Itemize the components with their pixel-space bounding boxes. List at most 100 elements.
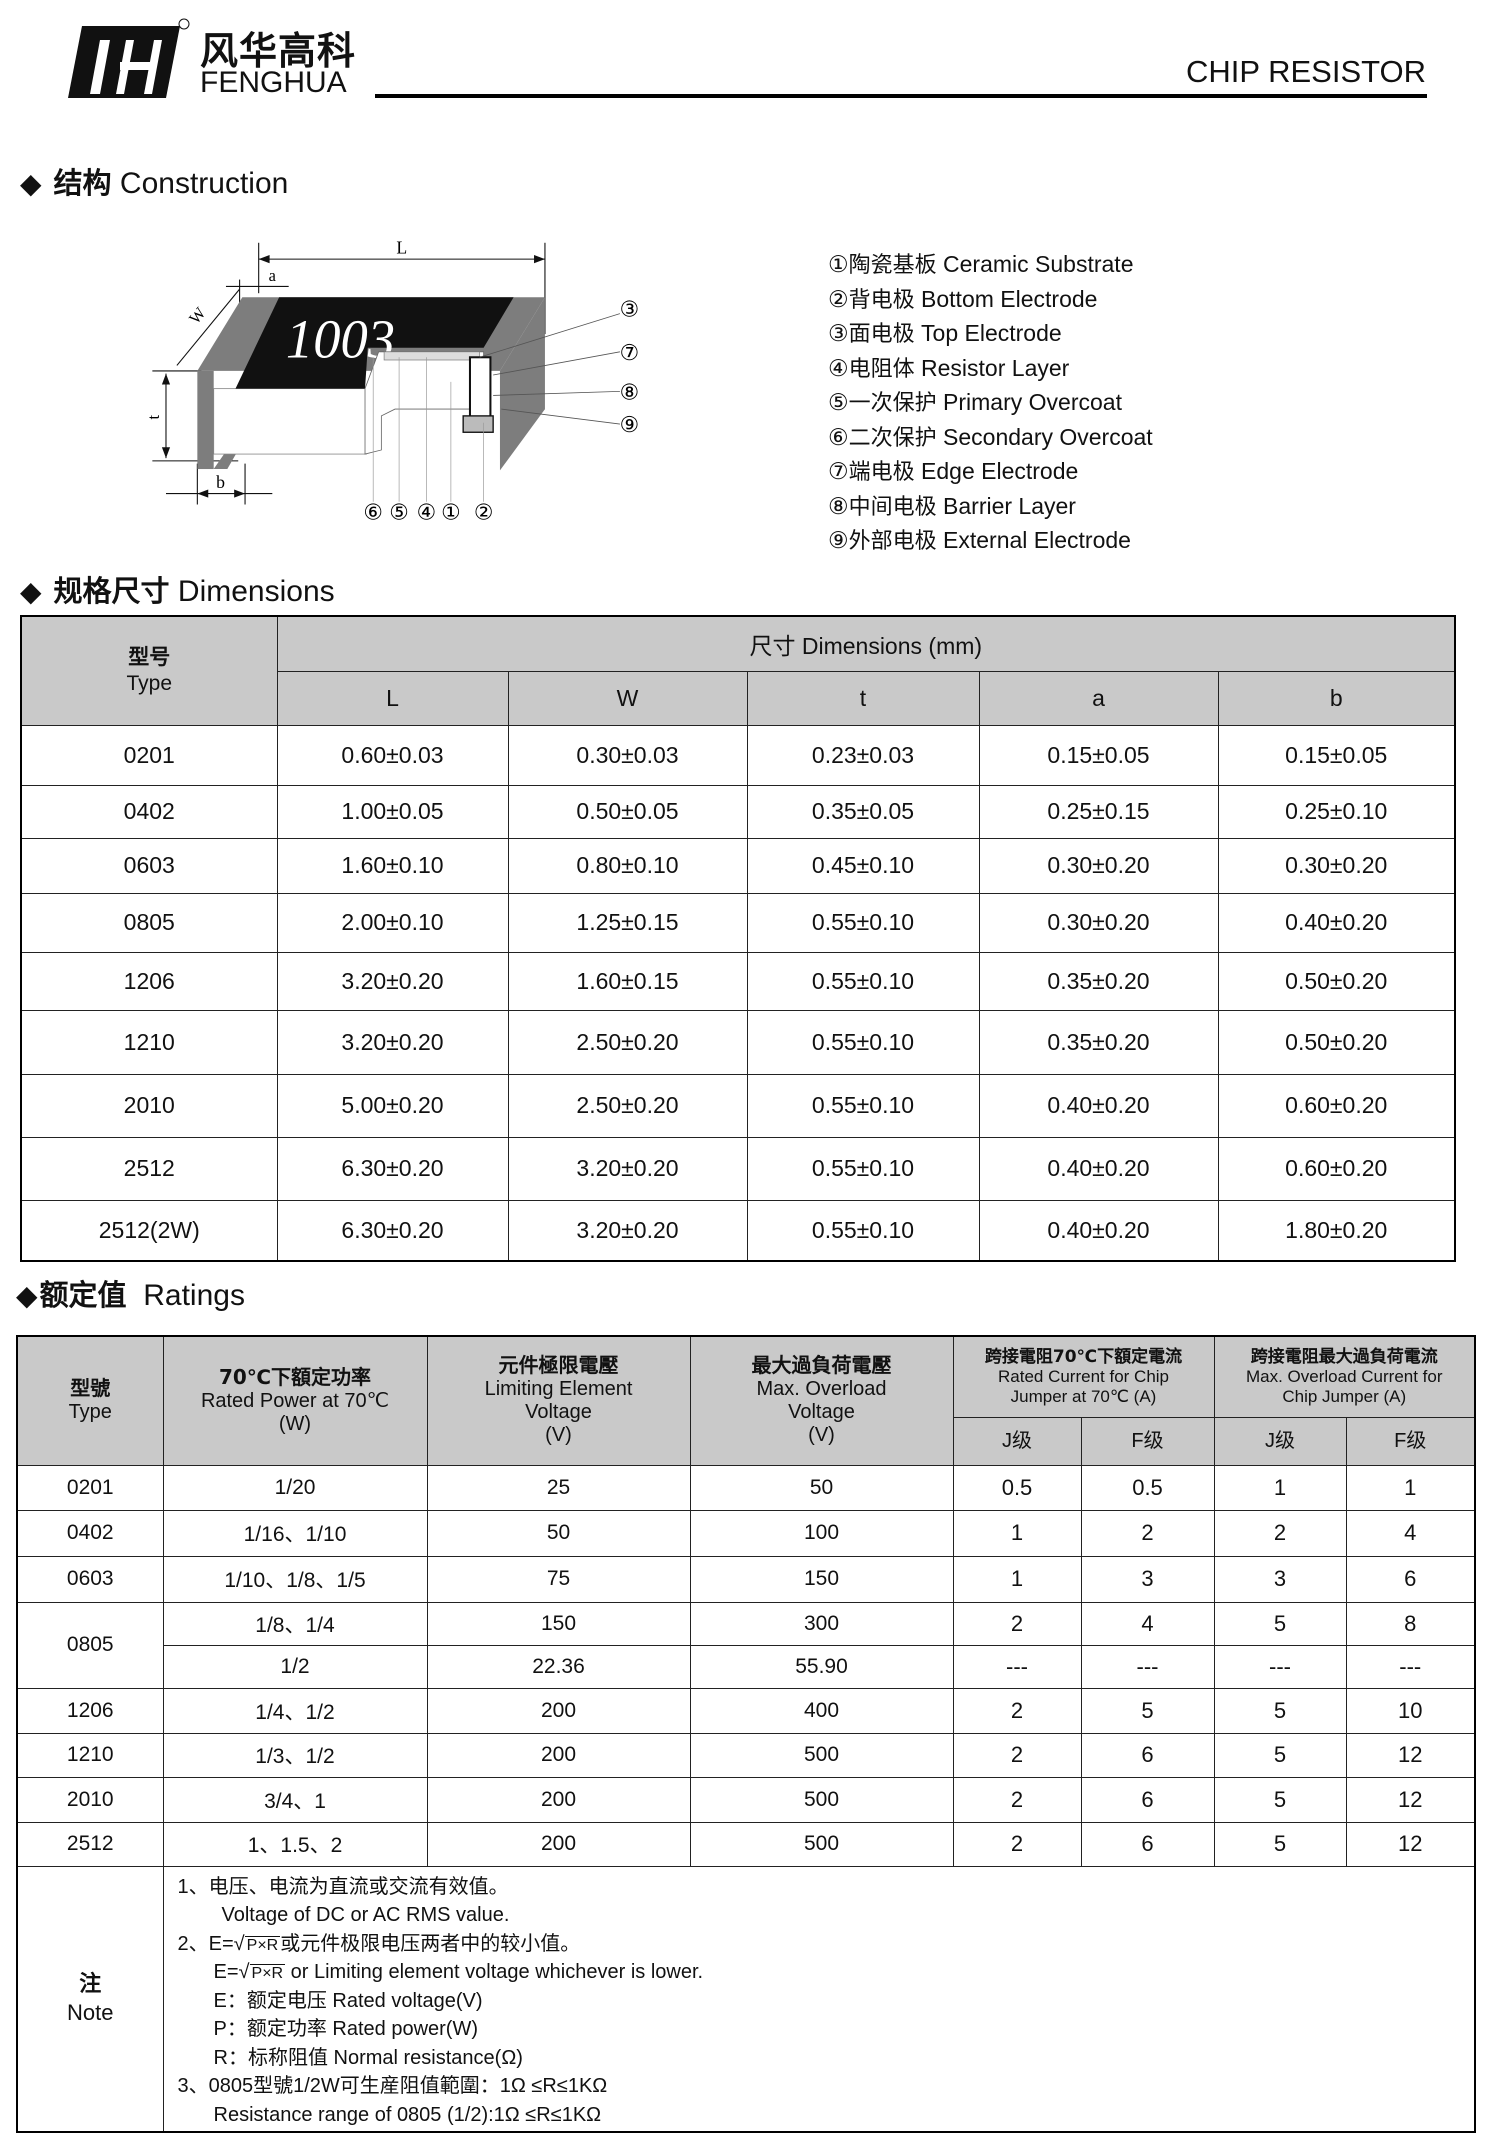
heading-en: Dimensions (177, 575, 335, 608)
legend-item: ②背电极 Bottom Electrode (828, 283, 1153, 318)
rating-cell: 3 (1080, 1555, 1215, 1603)
dimension-cell: 0.55±0.10 (746, 1009, 980, 1075)
legend-number: ⑦ (828, 458, 849, 484)
fenghua-logo-mark (68, 18, 190, 98)
rating-cell: 5 (1213, 1687, 1347, 1734)
callout-7: ⑦ (620, 341, 640, 366)
legend-item: ④电阻体 Resistor Layer (828, 352, 1153, 387)
heading-en: Construction (119, 167, 289, 200)
dimension-cell: 0.40±0.20 (978, 1136, 1219, 1201)
rating-cell: 1/8、1/4 (162, 1601, 428, 1646)
lev-unit: (V) (545, 1424, 572, 1447)
dimension-cell: 0.15±0.05 (1217, 724, 1456, 786)
callout-1: ① (441, 500, 461, 525)
callout-9: ⑨ (620, 413, 640, 438)
rated-power-header: 70℃下額定功率 Rated Power at 70℃ (W) (162, 1335, 428, 1466)
mov-en1: Max. Overload (756, 1378, 887, 1401)
dimension-cell: 0.55±0.10 (746, 1073, 980, 1138)
oc-en1: Max. Overload Current for (1246, 1366, 1443, 1386)
rating-cell: 1/4、1/2 (162, 1687, 428, 1734)
legend-number: ⑨ (828, 527, 849, 553)
dim-column-header: b (1217, 670, 1456, 726)
rating-cell: 50 (426, 1509, 691, 1557)
jumper-overload-current-header: 跨接電阻最大過負荷電流 Max. Overload Current for Chip… (1213, 1335, 1476, 1418)
legend-number: ⑤ (828, 389, 849, 415)
rating-cell: 200 (426, 1732, 691, 1778)
dimension-cell: 0.50±0.20 (1217, 1009, 1456, 1075)
type-cell: 2010 (16, 1776, 164, 1823)
rating-cell: 1 (1345, 1464, 1476, 1511)
rating-cell: 75 (426, 1555, 691, 1603)
rating-cell: 6 (1080, 1821, 1215, 1867)
table-row: 0603 1.60±0.10 0.80±0.10 0.45±0.10 0.30±0.20… (20, 837, 1456, 894)
type-header: 型號 Type (16, 1335, 164, 1466)
lev-en1: Limiting Element (484, 1378, 633, 1401)
dimension-cell: 3.20±0.20 (276, 951, 509, 1011)
dim-label-W: W (185, 303, 210, 327)
logo-text-en: FENGHUA (200, 66, 347, 99)
note-line: Voltage of DC or AC RMS value. (221, 1904, 510, 1926)
table-row: 0402 1.00±0.05 0.50±0.05 0.35±0.05 0.25±0.15… (20, 784, 1456, 839)
rating-cell: 55.90 (689, 1644, 954, 1689)
legend-cn: 背电极 (848, 287, 915, 313)
legend-cn: 中间电极 (848, 494, 937, 520)
type-cell: 2010 (20, 1073, 278, 1138)
oc-en2: Chip Jumper (A) (1282, 1386, 1407, 1406)
dimension-cell: 2.50±0.20 (507, 1009, 748, 1075)
rating-cell: 150 (426, 1601, 691, 1646)
legend-en: External Electrode (943, 527, 1131, 553)
rating-cell: 2 (952, 1732, 1082, 1778)
note-line: 1、电压、电流为直流或交流有效值。 (177, 1875, 509, 1898)
dimension-cell: 0.50±0.05 (507, 784, 748, 839)
rating-cell: 2 (952, 1776, 1082, 1823)
legend-item: ⑧中间电极 Barrier Layer (828, 490, 1153, 525)
legend-en: Resistor Layer (921, 354, 1070, 381)
diamond-bullet-icon: ◆ (20, 168, 42, 199)
dimension-cell: 0.60±0.20 (1217, 1136, 1456, 1201)
dimension-cell: 0.23±0.03 (746, 724, 980, 786)
table-row: 0201 1/20 25 50 0.5 0.5 1 1 (16, 1464, 1476, 1511)
type-cell: 1206 (20, 951, 278, 1011)
type-cell: 0805 (16, 1601, 164, 1689)
rating-cell: 1、1.5、2 (162, 1821, 428, 1867)
note-line: E=√ P×R or Limiting element voltage which… (213, 1961, 704, 1983)
diamond-bullet-icon: ◆ (20, 576, 42, 607)
callout-5: ⑤ (389, 500, 409, 525)
dimension-cell: 0.80±0.10 (507, 837, 748, 894)
legend-item: ③面电极 Top Electrode (828, 317, 1153, 352)
note-line: R：标称阻值 Normal resistance(Ω) (213, 2046, 523, 2069)
dimension-cell: 0.60±0.03 (276, 724, 509, 786)
rating-cell: 12 (1345, 1821, 1476, 1867)
f-grade-header: F级 (1080, 1416, 1215, 1466)
sqrt-expression: P×R (244, 1935, 281, 1954)
rated-power-cn: 70℃下額定功率 (218, 1364, 372, 1389)
type-cell: 0201 (20, 724, 278, 786)
table-row: 2512 1、1.5、2 200 500 2 6 5 12 (16, 1821, 1476, 1867)
rating-cell: 1 (1213, 1464, 1347, 1511)
dimension-cell: 0.50±0.20 (1217, 951, 1456, 1011)
type-cell: 0402 (20, 784, 278, 839)
dimension-cell: 0.40±0.20 (978, 1073, 1219, 1138)
rating-cell: 150 (689, 1555, 954, 1603)
type-cell: 1210 (20, 1009, 278, 1075)
table-row: 0603 1/10、1/8、1/5 75 150 1 3 3 6 (16, 1555, 1476, 1603)
dimension-cell: 0.30±0.20 (978, 892, 1219, 953)
dim-column-header: L (276, 670, 509, 726)
rating-cell: 400 (689, 1687, 954, 1734)
callout-4: ④ (417, 500, 437, 525)
note-line: Resistance range of 0805 (1/2):1Ω ≤R≤1KΩ (213, 2103, 602, 2126)
rating-cell: 3/4、1 (162, 1776, 428, 1823)
rating-cell: 6 (1080, 1776, 1215, 1823)
note-line: 2、E=√ P×R 或元件极限电压两者中的较小值。 (177, 1932, 581, 1955)
table-row: 0201 0.60±0.03 0.30±0.03 0.23±0.03 0.15±0.05… (20, 724, 1456, 786)
j-grade-header: J级 (952, 1416, 1082, 1466)
legend-cn: 一次保护 (848, 391, 937, 416)
diamond-bullet-icon: ◆ (16, 1280, 38, 1311)
rating-cell: 1 (952, 1555, 1082, 1603)
legend-en: Barrier Layer (943, 492, 1076, 519)
section-heading-dimensions: ◆ 规格尺寸 Dimensions (20, 568, 335, 610)
rated-power-en: Rated Power at 70℃ (200, 1389, 390, 1412)
rating-cell: 0.5 (952, 1464, 1082, 1511)
rating-cell: 200 (426, 1776, 691, 1823)
